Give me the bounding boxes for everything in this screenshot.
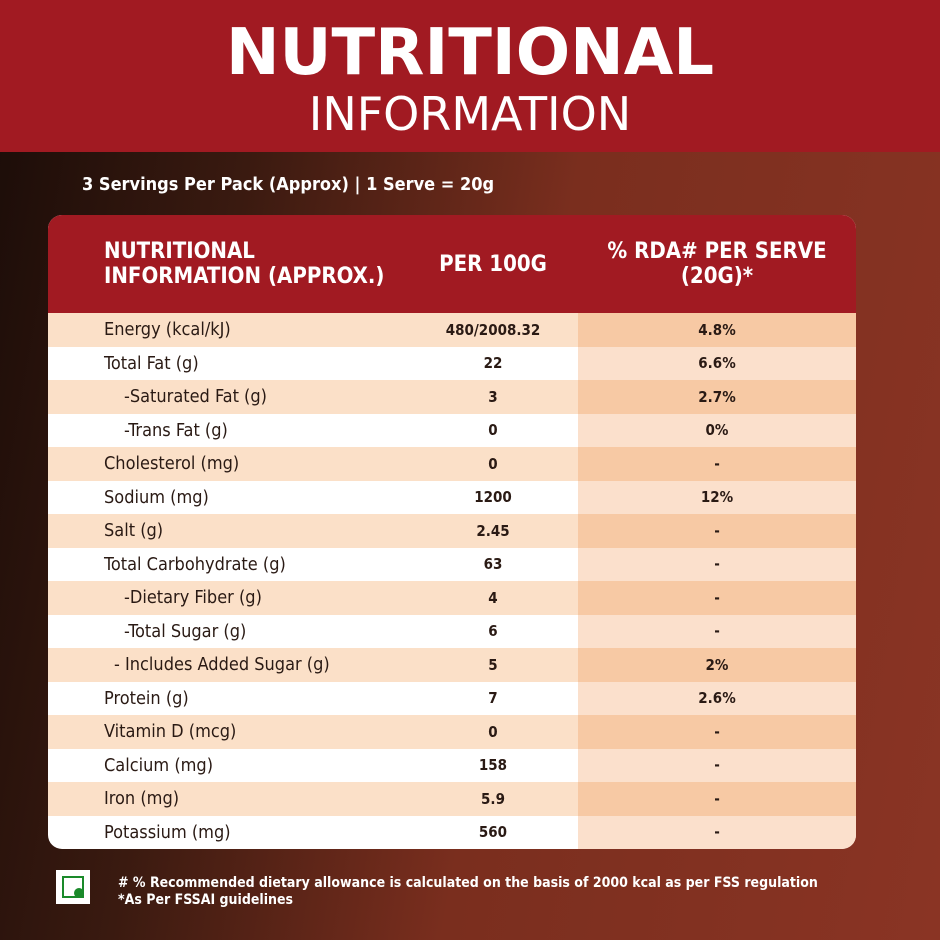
header-cell: PER 100G [439,251,547,277]
cell: 158 [478,756,508,775]
table-row: Cholesterol (mg) 0 - [48,447,856,481]
cell: - [578,447,856,481]
header-cell: % RDA# PER SERVE (20G)* [607,239,827,289]
cell: Vitamin D (mcg) [104,721,237,743]
table-row: Total Fat (g) 22 6.6% [48,346,856,380]
table-row: Energy (kcal/kJ) 480/2008.32 4.8% [48,313,856,347]
servings: 3 Servings Per Pack (Approx) | 1 Serve =… [82,174,495,195]
cell: 6 [488,622,498,641]
cell: Sodium (mg) [104,486,209,508]
cell: - [578,514,856,548]
table-row: Sodium (mg) 1200 12% [48,480,856,514]
table-header: NUTRITIONAL INFORMATION (APPROX.) PER 10… [48,215,856,313]
cell: Total Carbohydrate (g) [104,553,286,575]
cell: -Dietary Fiber (g) [124,587,262,609]
cell: - [578,748,856,782]
header: NUTRITIONAL INFORMATION [0,0,940,152]
cell: 7 [488,689,498,708]
cell: - [578,581,856,615]
cell: 2.6% [578,681,856,715]
cell: 0 [488,421,498,440]
footnote: *As Per FSSAI guidelines [118,892,294,908]
cell: 22 [483,354,503,373]
cell: Salt (g) [104,520,164,542]
title: NUTRITIONAL [225,16,715,90]
cell: - [578,547,856,581]
cell: - [578,715,856,749]
cell: 2% [578,648,856,682]
cell: 6.6% [578,346,856,380]
cell: 1200 [474,488,512,507]
table-row: Calcium (mg) 158 - [48,748,856,782]
cell: Energy (kcal/kJ) [104,319,231,341]
cell: 0 [488,722,498,741]
cell: - [578,815,856,849]
cell: -Saturated Fat (g) [124,386,267,408]
cell: Protein (g) [104,687,189,709]
cell: 0% [578,413,856,447]
cell: -Total Sugar (g) [124,620,247,642]
table-row: Salt (g) 2.45 - [48,514,856,548]
cell: 63 [483,555,503,574]
table-row: Iron (mg) 5.9 - [48,782,856,816]
cell: 3 [488,387,498,406]
cell: 0 [488,454,498,473]
cell: 2.7% [578,380,856,414]
cell: 5 [488,655,498,674]
cell: - Includes Added Sugar (g) [114,654,330,676]
cell: 5.9 [481,789,505,808]
table-row: -Trans Fat (g) 0 0% [48,413,856,447]
cell: 4.8% [578,313,856,347]
table: NUTRITIONAL INFORMATION (APPROX.) PER 10… [48,215,856,849]
cell: 480/2008.32 [445,320,541,339]
table-row: Protein (g) 7 2.6% [48,681,856,715]
veg-icon [56,870,90,904]
cell: 560 [478,823,508,842]
table-row: Potassium (mg) 560 - [48,815,856,849]
table-row: -Total Sugar (g) 6 - [48,614,856,648]
table-row: -Dietary Fiber (g) 4 - [48,581,856,615]
subtitle: INFORMATION [308,87,632,141]
cell: Iron (mg) [104,788,180,810]
table-row: - Includes Added Sugar (g) 5 2% [48,648,856,682]
table-body: Energy (kcal/kJ) 480/2008.32 4.8% Total Fat… [48,313,856,849]
footnotes: # % Recommended dietary allowance is cal… [118,875,818,909]
cell: Potassium (mg) [104,821,231,843]
cell: - [578,614,856,648]
cell: Cholesterol (mg) [104,453,240,475]
cell: 12% [578,480,856,514]
table-row: -Saturated Fat (g) 3 2.7% [48,380,856,414]
cell: Total Fat (g) [104,352,199,374]
cell: 4 [488,588,498,607]
cell: -Trans Fat (g) [124,419,228,441]
table-row: Vitamin D (mcg) 0 - [48,715,856,749]
table-row: Total Carbohydrate (g) 63 - [48,547,856,581]
footnote: # % Recommended dietary allowance is cal… [118,875,818,891]
cell: Calcium (mg) [104,754,214,776]
cell: 2.45 [476,521,510,540]
header-cell: NUTRITIONAL INFORMATION (APPROX.) [104,239,385,289]
cell: - [578,782,856,816]
